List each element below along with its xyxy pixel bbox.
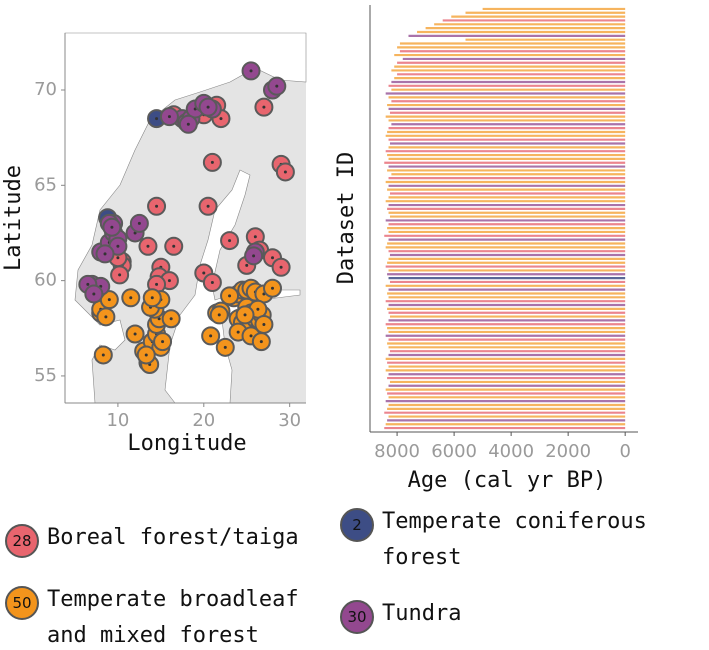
y-tick-label: 60: [34, 270, 57, 291]
site-center: [271, 286, 275, 290]
site-center: [103, 252, 107, 256]
site-center: [116, 256, 120, 260]
x-tick-label: 8000: [374, 441, 420, 462]
x-axis-title: Longitude: [127, 431, 246, 456]
y-tick-label: 55: [34, 365, 57, 386]
site-center: [118, 273, 122, 277]
site-center: [217, 313, 221, 317]
site-center: [228, 294, 232, 298]
site-center: [137, 221, 141, 225]
site-center: [144, 353, 148, 357]
site-center: [155, 204, 159, 208]
site-center: [107, 298, 111, 302]
legend-item: 28 Boreal forest/taiga: [5, 522, 332, 558]
x-tick-label: 0: [619, 441, 630, 462]
figure: Longitude Latitude Age (cal yr BP) Datas…: [1, 5, 638, 493]
site-center: [167, 115, 171, 119]
x-tick-label: 30: [278, 410, 301, 431]
site-center: [219, 117, 223, 121]
site-center: [249, 69, 253, 73]
site-center: [202, 271, 206, 275]
legend-item: 2 Temperate coniferous forest: [340, 506, 667, 576]
site-center: [259, 340, 263, 344]
site-center: [161, 340, 165, 344]
site-center: [169, 317, 173, 321]
site-center: [283, 170, 287, 174]
x-tick-label: 20: [192, 410, 215, 431]
y-tick-label: 65: [34, 174, 57, 195]
site-center: [252, 254, 256, 258]
y-tick-label: 70: [34, 79, 57, 100]
site-center: [249, 334, 253, 338]
legend-count: 50: [5, 586, 39, 620]
legend-item: 50 Temperate broadleaf and mixed forest: [5, 584, 332, 650]
site-center: [104, 315, 108, 319]
site-center: [167, 279, 171, 283]
site-center: [186, 122, 190, 126]
site-center: [146, 244, 150, 248]
legend-count: 28: [5, 524, 39, 558]
site-center: [279, 265, 283, 269]
site-center: [245, 263, 249, 267]
site-center: [206, 204, 210, 208]
site-center: [236, 330, 240, 334]
site-center: [253, 235, 257, 239]
site-center: [133, 332, 137, 336]
site-center: [110, 225, 114, 229]
site-center: [150, 296, 154, 300]
legend-label: Boreal forest/taiga: [47, 525, 299, 550]
site-center: [243, 313, 247, 317]
site-center: [172, 244, 176, 248]
site-center: [271, 256, 275, 260]
legend-label: Temperate coniferous forest: [382, 509, 647, 570]
site-center: [155, 282, 159, 286]
site-center: [228, 239, 232, 243]
site-center: [210, 160, 214, 164]
legend-label: Temperate broadleaf and mixed forest: [47, 587, 299, 648]
y-axis-title: Latitude: [1, 165, 26, 271]
legend-item: 30 Tundra: [340, 598, 667, 634]
legend-label: Tundra: [382, 601, 462, 626]
site-center: [256, 307, 260, 311]
site-center: [262, 322, 266, 326]
site-center: [129, 296, 133, 300]
site-center: [209, 334, 213, 338]
y-axis-title: Dataset ID: [334, 152, 359, 284]
site-center: [116, 244, 120, 248]
site-center: [275, 84, 279, 88]
site-center: [86, 282, 90, 286]
site-center: [155, 117, 159, 121]
legend-count: 30: [340, 600, 374, 634]
site-center: [210, 281, 214, 285]
x-tick-label: 4000: [488, 441, 534, 462]
x-tick-label: 6000: [431, 441, 477, 462]
x-tick-label: 2000: [545, 441, 591, 462]
site-center: [92, 292, 96, 296]
x-tick-label: 10: [106, 410, 129, 431]
x-axis-title: Age (cal yr BP): [408, 468, 607, 493]
site-center: [262, 105, 266, 109]
site-center: [101, 353, 105, 357]
site-center: [206, 105, 210, 109]
site-center: [223, 345, 227, 349]
legend-count: 2: [340, 508, 374, 542]
